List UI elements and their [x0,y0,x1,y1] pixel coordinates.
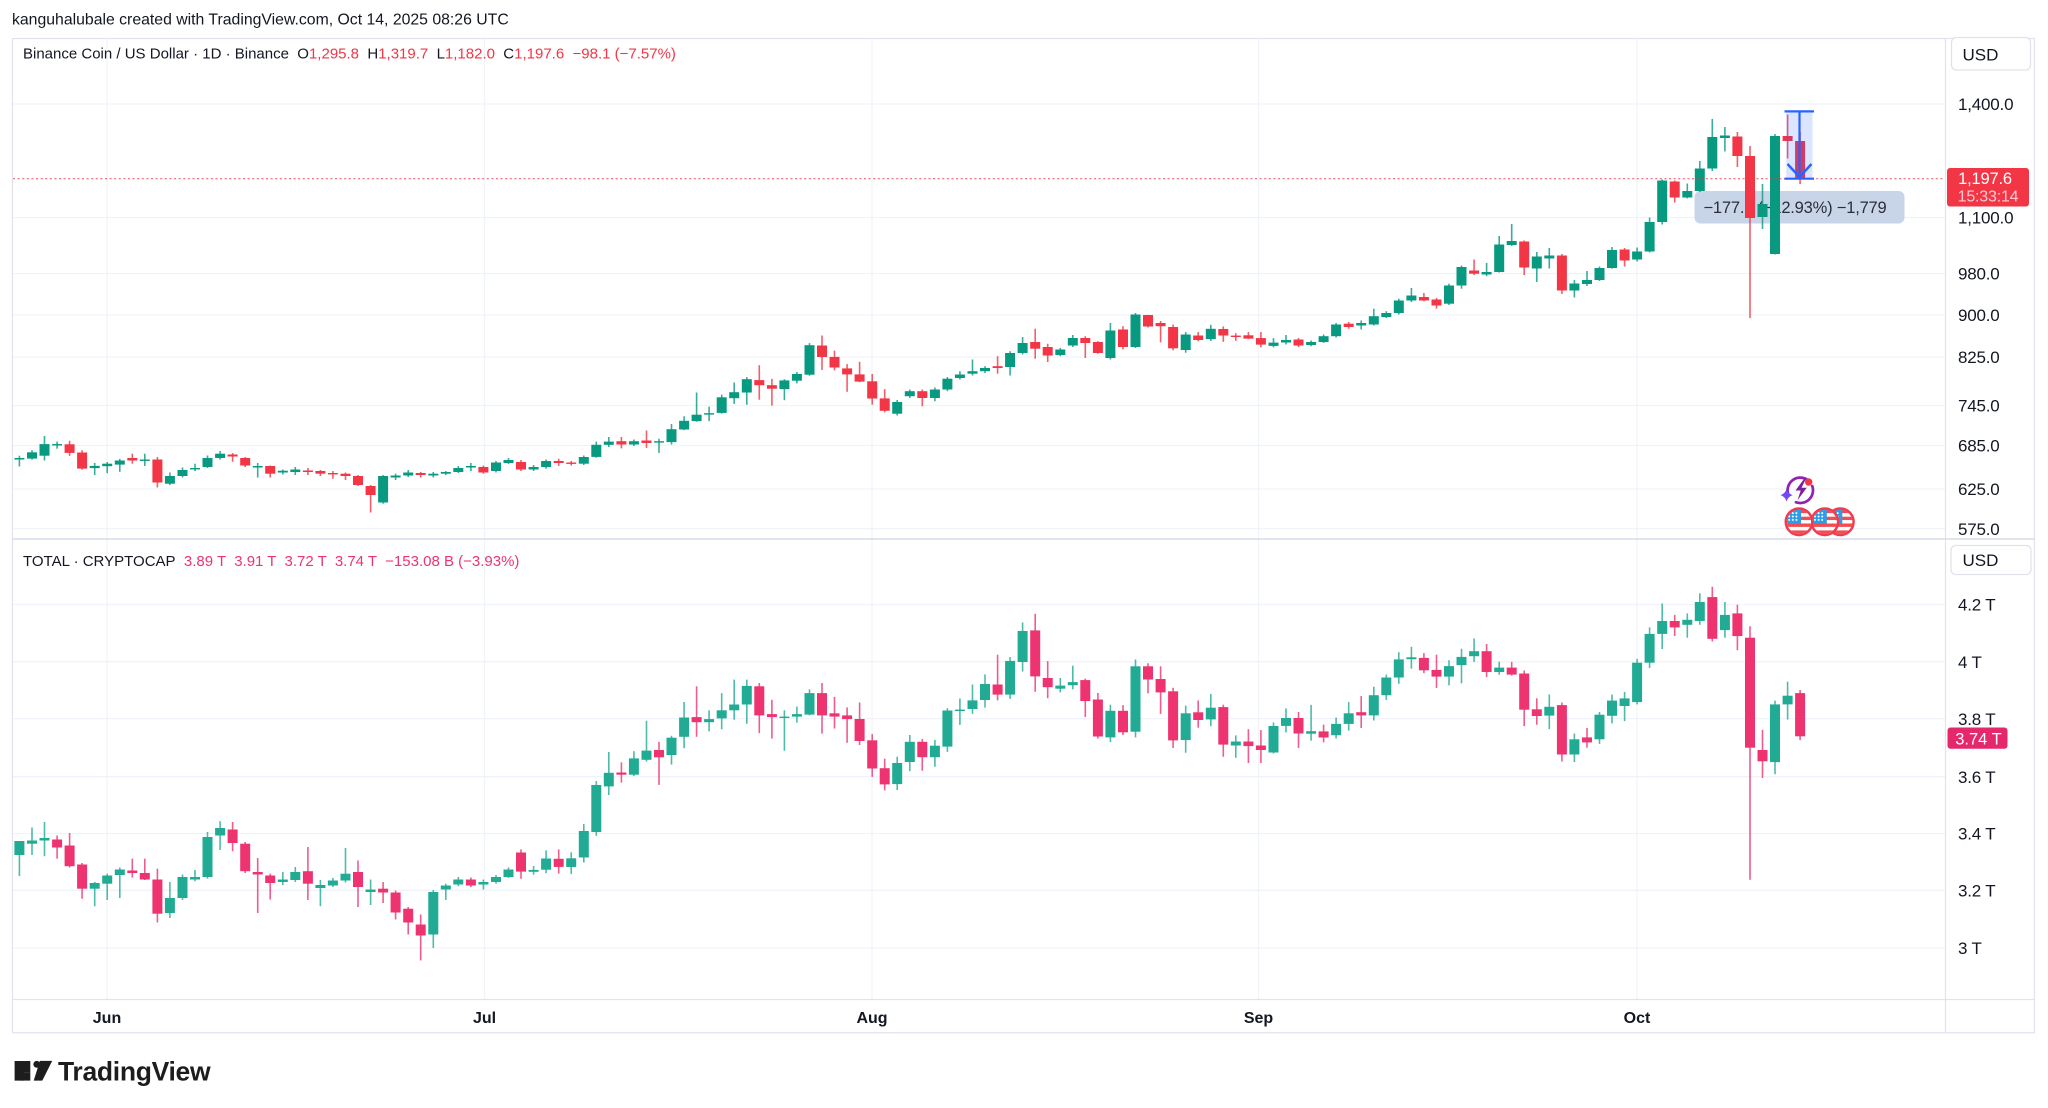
svg-text:575.0: 575.0 [1958,520,2000,539]
svg-text:4.2 T: 4.2 T [1958,596,1995,615]
svg-text:3.2 T: 3.2 T [1958,882,1995,901]
svg-text:Oct: Oct [1624,1010,1651,1027]
svg-text:3 T: 3 T [1958,939,1982,958]
svg-text:745.0: 745.0 [1958,397,2000,416]
svg-text:1,400.0: 1,400.0 [1958,95,2013,114]
svg-text:900.0: 900.0 [1958,306,2000,325]
svg-text:825.0: 825.0 [1958,348,2000,367]
svg-text:TradingView: TradingView [58,1057,211,1087]
svg-text:Aug: Aug [856,1010,887,1027]
svg-text:Binance Coin / US Dollar · 1D: Binance Coin / US Dollar · 1D · Binance … [23,46,676,63]
svg-text:Jun: Jun [93,1010,121,1027]
svg-text:kanguhalubale created with Tra: kanguhalubale created with TradingView.c… [12,12,509,29]
svg-text:USD: USD [1963,551,1999,570]
svg-text:−177.9 (−12.93%) −1,779: −177.9 (−12.93%) −1,779 [1704,199,1887,217]
svg-text:USD: USD [1963,46,1999,65]
svg-text:3.6 T: 3.6 T [1958,768,1995,787]
svg-text:Sep: Sep [1244,1010,1274,1027]
svg-text:685.0: 685.0 [1958,437,2000,456]
svg-text:1,197.6: 1,197.6 [1958,170,2012,188]
svg-text:980.0: 980.0 [1958,265,2000,284]
svg-text:3.4 T: 3.4 T [1958,825,1995,844]
svg-text:TOTAL · CRYPTOCAP 3.89 T 3.9: TOTAL · CRYPTOCAP 3.89 T 3.91 T 3.72 T 3… [23,553,519,570]
svg-text:Jul: Jul [473,1010,496,1027]
svg-text:4 T: 4 T [1958,653,1982,672]
svg-text:3.8 T: 3.8 T [1958,710,1995,729]
svg-text:3.74 T: 3.74 T [1955,731,2001,749]
svg-text:15:33:14: 15:33:14 [1958,189,2019,206]
svg-text:625.0: 625.0 [1958,480,2000,499]
svg-text:1,100.0: 1,100.0 [1958,209,2013,228]
